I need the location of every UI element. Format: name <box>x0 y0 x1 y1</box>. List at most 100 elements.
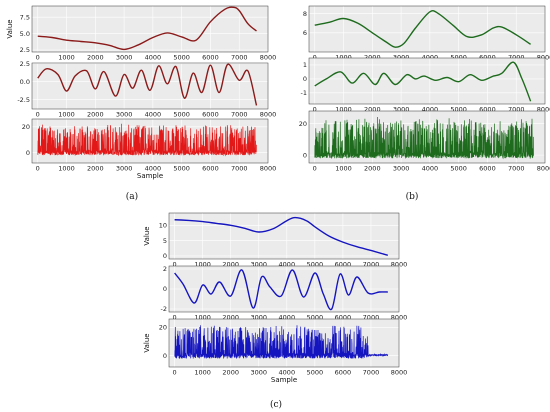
subplot-c-2-frame <box>168 318 400 368</box>
subplot-b-1-ytick-label-0: -1 <box>301 89 307 97</box>
subplot-b-0-xtick-label-8: 8000 <box>537 54 550 62</box>
subplot-c-1-ytick-label-1: 0 <box>163 285 167 293</box>
subplot-a-1-ytick-label-2: 2.5 <box>20 60 30 68</box>
subplot-a-0-xtick-label-5: 5000 <box>173 54 190 62</box>
subplot-c-2-xtick-label-0: 0 <box>173 369 177 377</box>
subplot-b-1-xtick-label-7: 7000 <box>508 106 525 114</box>
subplot-c-1-xtick-label-3: 3000 <box>250 314 267 322</box>
subplot-a-1-xtick-label-4: 4000 <box>145 111 162 119</box>
subplot-c-1-xtick-label-4: 4000 <box>279 314 296 322</box>
subplot-c-2-xtick-label-7: 7000 <box>363 369 380 377</box>
subplot-a-2-xlabel: Sample <box>137 172 163 180</box>
subplot-a-2-xtick-label-8: 8000 <box>260 165 277 173</box>
subplot-b-2-xtick-label-2: 2000 <box>364 165 381 173</box>
subplot-a-2-xtick-label-1: 1000 <box>58 165 75 173</box>
subplot-a-1-xtick-label-6: 6000 <box>202 111 219 119</box>
subplot-a-0-xtick-label-0: 0 <box>36 54 40 62</box>
subplot-a-0-series <box>37 6 257 51</box>
subplot-a-1-xtick-label-8: 8000 <box>260 111 277 119</box>
subplot-a-1-xtick-label-1: 1000 <box>58 111 75 119</box>
subplot-b-2-frame <box>308 110 546 164</box>
panel-a: 0 1000 2000 3000 4000 5000 6000 7000 80002.55.07… <box>6 5 277 180</box>
subplot-c-0-background <box>169 213 399 259</box>
subplot-a-2-series <box>37 123 257 157</box>
subplot-b-2-xtick-label-4: 4000 <box>422 165 439 173</box>
subplot-b-2-ytick-label-1: 20 <box>299 120 307 128</box>
subplot-b-0-background <box>309 6 545 52</box>
subplot-b-2-xtick-label-7: 7000 <box>508 165 525 173</box>
subplot-b-0-xtick-label-2: 2000 <box>364 54 381 62</box>
subplot-c-2-ylabel: Value <box>143 333 151 352</box>
subplot-a-0-ytick-label-2: 7.5 <box>20 13 30 21</box>
subplot-c-0-xtick-label-0: 0 <box>173 261 177 269</box>
subplot-a-0-ytick-label-0: 2.5 <box>20 46 30 54</box>
subplot-c-1-ytick-label-2: 2 <box>163 265 167 273</box>
subplot-a-2-xtick-label-7: 7000 <box>231 165 248 173</box>
subplot-a-0-xtick-label-1: 1000 <box>58 54 75 62</box>
subplot-b-2-xtick-label-0: 0 <box>313 165 317 173</box>
subplot-a-2-xtick-label-4: 4000 <box>145 165 162 173</box>
subplot-b-1-xtick-label-3: 3000 <box>393 106 410 114</box>
subplot-c-0-series <box>174 216 388 256</box>
subplot-b-1-series <box>314 61 532 102</box>
subplot-a-2-frame <box>31 118 269 164</box>
subplot-b-2-series <box>314 116 534 160</box>
subplot-a-0-xtick-label-6: 6000 <box>202 54 219 62</box>
panel-b: 0 1000 2000 3000 4000 5000 6000 7000 8000 6 8 0 1000… <box>299 5 550 173</box>
subplot-b-2-xtick-label-6: 6000 <box>479 165 496 173</box>
subplot-c-0-xtick-label-8: 8000 <box>391 261 408 269</box>
subplot-a-1-xtick-label-3: 3000 <box>116 111 133 119</box>
subplot-a-0-xtick-label-7: 7000 <box>231 54 248 62</box>
subplot-b-0-xtick-label-1: 1000 <box>335 54 352 62</box>
subplot-c-1-xtick-label-1: 1000 <box>194 314 211 322</box>
subplot-a-2-xtick-label-3: 3000 <box>116 165 133 173</box>
subplot-a-2-ytick-label-1: 20 <box>22 123 30 131</box>
subplot-a-1-xtick-label-2: 2000 <box>87 111 104 119</box>
subplot-b-0-frame <box>308 5 546 53</box>
subplot-a-0-xtick-label-4: 4000 <box>145 54 162 62</box>
subplot-b-0-ytick-label-0: 6 <box>303 29 307 37</box>
subplot-b-0-ytick-label-1: 8 <box>303 10 307 18</box>
subplot-b-2-ytick-label-0: 0 <box>303 151 307 159</box>
subplot-c-0-xtick-label-2: 2000 <box>222 261 239 269</box>
panel-c: 0 1000 2000 3000 4000 5000 6000 7000 80000510Val… <box>143 212 408 384</box>
subplot-b-2-xtick-label-3: 3000 <box>393 165 410 173</box>
subplot-b-0-xtick-label-0: 0 <box>313 54 317 62</box>
subplot-b-1-xtick-label-2: 2000 <box>364 106 381 114</box>
subplot-c-0-ylabel: Value <box>143 226 151 245</box>
subplot-a-1-xtick-label-5: 5000 <box>173 111 190 119</box>
subplot-c-0-frame <box>168 212 400 260</box>
subplot-b-2-xtick-label-1: 1000 <box>335 165 352 173</box>
subplot-c-2-xtick-label-6: 6000 <box>335 369 352 377</box>
subplot-c-1-xtick-label-2: 2000 <box>222 314 239 322</box>
subplot-c-1-xtick-label-5: 5000 <box>307 314 324 322</box>
subplot-c-1-xtick-label-8: 8000 <box>391 314 408 322</box>
subplot-a-2-ytick-label-0: 0 <box>26 149 30 157</box>
subplot-a-0-xtick-label-3: 3000 <box>116 54 133 62</box>
subplot-a-0-xtick-label-2: 2000 <box>87 54 104 62</box>
subplot-c-2-xtick-label-1: 1000 <box>194 369 211 377</box>
subplot-c-2-xtick-label-8: 8000 <box>391 369 408 377</box>
caption-a: (a) <box>126 191 138 202</box>
subplot-a-2-xtick-label-5: 5000 <box>173 165 190 173</box>
subplot-b-1-xtick-label-5: 5000 <box>450 106 467 114</box>
subplot-a-1-series <box>37 63 258 106</box>
subplot-b-1-xtick-label-8: 8000 <box>537 106 550 114</box>
subplot-b-1-ytick-label-2: 1 <box>303 61 307 69</box>
subplot-b-0-xtick-label-5: 5000 <box>450 54 467 62</box>
subplot-b-1-xtick-label-6: 6000 <box>479 106 496 114</box>
subplot-c-0-xtick-label-7: 7000 <box>363 261 380 269</box>
subplot-a-0-background <box>32 6 268 52</box>
subplot-c-0-ytick-label-0: 0 <box>163 252 167 260</box>
subplot-c-2-xtick-label-3: 3000 <box>250 369 267 377</box>
subplot-a-1-ytick-label-0: -2.5 <box>17 96 30 104</box>
subplot-b-1-xtick-label-4: 4000 <box>422 106 439 114</box>
subplot-b-0-xtick-label-3: 3000 <box>393 54 410 62</box>
subplot-c-0-ytick-label-1: 5 <box>163 237 167 245</box>
subplot-c-1-ytick-label-0: -2 <box>161 305 167 313</box>
subplot-c-2-ytick-label-0: 0 <box>163 352 167 360</box>
subplot-c-1-xtick-label-0: 0 <box>173 314 177 322</box>
subplot-c-2-xlabel: Sample <box>271 376 297 384</box>
subplot-c-0-xtick-label-3: 3000 <box>250 261 267 269</box>
subplot-a-0-xtick-label-8: 8000 <box>260 54 277 62</box>
